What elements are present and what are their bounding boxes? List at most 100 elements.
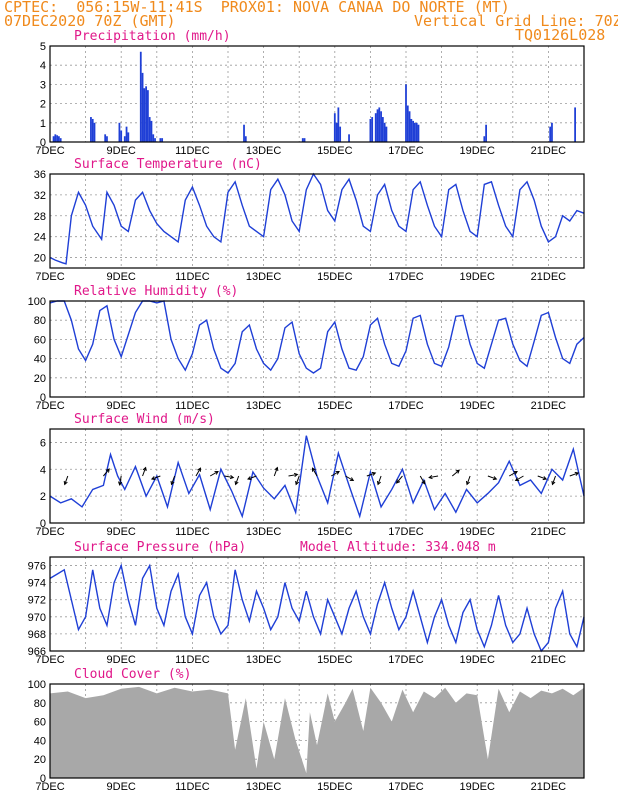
precip-ytick-label: 2 — [40, 99, 46, 111]
pres-xtick-label: 13DEC — [246, 654, 282, 666]
wind-vector — [209, 471, 219, 477]
wind-ytick-label: 4 — [40, 464, 46, 476]
precip-bar — [485, 124, 487, 142]
precip-bar — [161, 138, 164, 142]
precip-frame — [49, 45, 585, 143]
wind-xtick-label: 15DEC — [317, 526, 353, 538]
rh-ytick-label: 60 — [34, 334, 46, 346]
rh-line — [49, 300, 585, 374]
precip-ytick-label: 3 — [40, 79, 46, 91]
wind-vector — [419, 475, 426, 485]
wind-vector — [377, 475, 382, 485]
precip-bar — [104, 134, 107, 142]
wind-vector-head — [105, 468, 110, 473]
precip-bar — [369, 118, 372, 142]
rh-xtick-label: 15DEC — [317, 400, 353, 412]
wind-vector — [312, 467, 318, 477]
wind-vector-head — [295, 480, 300, 486]
pres-xtick-label: 11DEC — [175, 654, 210, 666]
wind-vector-head — [247, 476, 252, 481]
wind-vector-head — [150, 476, 156, 481]
precip-bar — [58, 136, 60, 142]
wind-vector-head — [574, 471, 580, 476]
rh-ytick-label: 0 — [40, 392, 46, 404]
precip-bar — [145, 86, 148, 142]
precip-xtick-label: 19DEC — [459, 145, 495, 157]
rh-xtick-label: 17DEC — [388, 400, 424, 412]
cloud-xtick-label: 19DEC — [459, 781, 495, 793]
wind-vector — [396, 475, 403, 484]
cloud-ytick-label: 80 — [34, 698, 46, 710]
pres-ytick-label: 968 — [28, 629, 46, 641]
rh-ytick-label: 100 — [28, 296, 46, 308]
precip-bar — [90, 117, 92, 142]
precip-bar — [244, 136, 247, 142]
precip-bar — [123, 136, 126, 142]
pres-ytick-label: 966 — [28, 646, 46, 658]
precip-bar — [56, 135, 59, 142]
precip-bar — [337, 107, 340, 142]
cloud-xtick-label: 13DEC — [246, 781, 282, 793]
temp-xtick-label: 17DEC — [388, 271, 424, 283]
wind-vector-head — [395, 479, 401, 484]
rh-xtick-label: 13DEC — [246, 400, 282, 412]
wind-vector — [466, 475, 471, 485]
wind-vector — [569, 472, 579, 477]
precip-bar — [243, 124, 245, 142]
temp-xtick-label: 13DEC — [246, 271, 282, 283]
wind-vector-head — [142, 466, 147, 472]
cloud-xtick-label: 7DEC — [35, 781, 64, 793]
pres-subtitle: Model Altitude: 334.048 m — [300, 540, 496, 555]
cloud-ytick-label: 40 — [34, 735, 46, 747]
wind-ytick-label: 6 — [40, 437, 46, 449]
wind-vector-head — [542, 476, 548, 481]
wind-xtick-label: 13DEC — [246, 526, 282, 538]
precip-xtick-label: 17DEC — [388, 145, 424, 157]
wind-vector — [235, 475, 240, 485]
precip-bar — [150, 120, 153, 142]
wind-vector-head — [234, 480, 239, 486]
temp-xtick-label: 9DEC — [107, 271, 136, 283]
wind-ytick-label: 2 — [40, 491, 46, 503]
wind-vector-head — [197, 467, 201, 472]
precip-bar — [385, 126, 388, 142]
wind-vector — [451, 469, 460, 477]
precip-bar — [551, 122, 553, 142]
rh-xtick-label: 7DEC — [35, 400, 64, 412]
precip-bar — [159, 138, 162, 142]
precip-bar — [339, 126, 342, 142]
precip-bar — [154, 138, 156, 142]
precip-bar — [414, 122, 416, 142]
precip-bar — [410, 118, 413, 142]
wind-vector — [487, 475, 497, 480]
precip-bar — [415, 122, 418, 142]
precip-bar — [412, 120, 415, 142]
precip-ytick-label: 4 — [40, 60, 46, 72]
wind-vector — [508, 471, 518, 477]
precip-xtick-label: 7DEC — [35, 145, 64, 157]
precip-bar — [106, 136, 108, 142]
wind-vector-head — [118, 481, 123, 486]
cloud-frame — [49, 683, 585, 779]
precip-bar — [406, 105, 409, 142]
precip-bar — [118, 122, 121, 142]
precip-bar — [139, 51, 142, 143]
precip-xtick-label: 21DEC — [531, 145, 567, 157]
precip-bar — [335, 122, 338, 142]
wind-vector-head — [551, 480, 556, 486]
header-model-id: TQ0126L028 — [515, 26, 606, 44]
precip-bar — [371, 117, 374, 142]
wind-vector — [515, 475, 524, 481]
temp-xtick-label: 11DEC — [175, 271, 210, 283]
wind-vector — [247, 475, 257, 480]
precip-bar — [141, 72, 144, 142]
pres-xtick-label: 21DEC — [531, 654, 567, 666]
precip-bar — [91, 118, 94, 142]
rh-xtick-label: 11DEC — [175, 400, 210, 412]
header-grid-note: Vertical Grid Line: 70Z — [414, 12, 618, 30]
wind-vector — [103, 468, 110, 477]
precip-ytick-label: 0 — [40, 137, 46, 149]
precip-bar — [147, 90, 149, 142]
wind-vector-head — [63, 480, 68, 486]
